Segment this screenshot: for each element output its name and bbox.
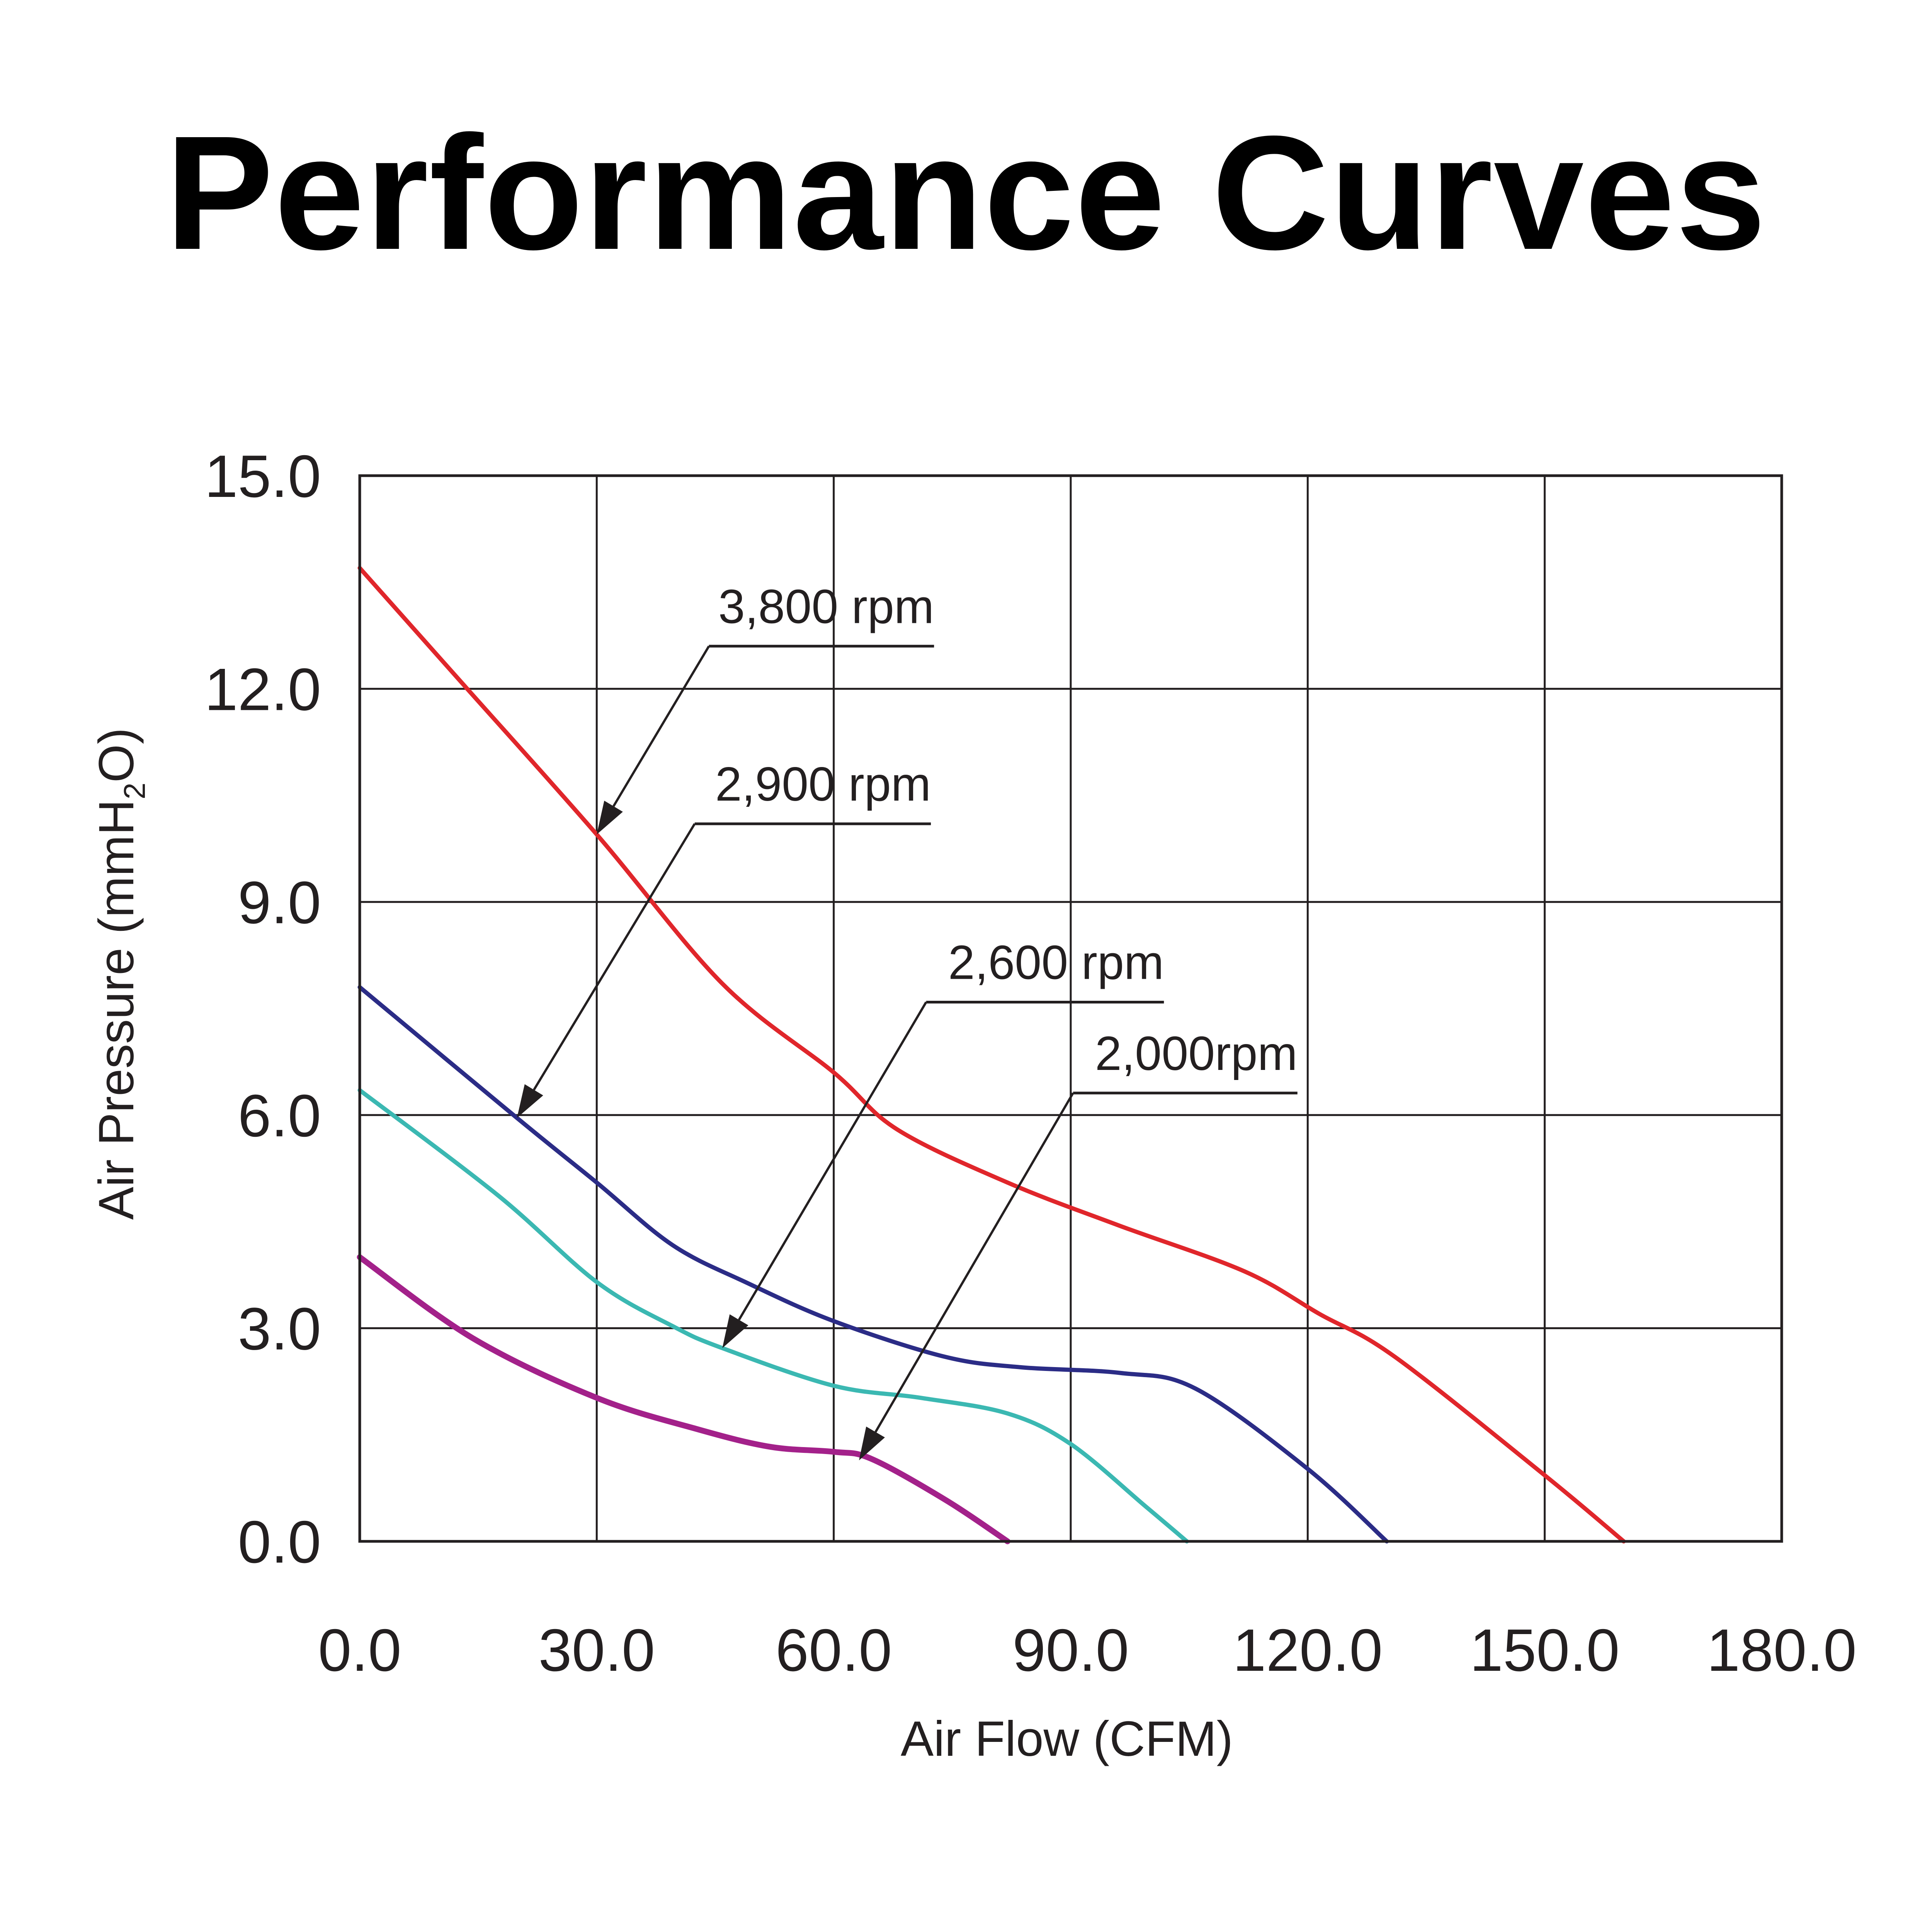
arrowhead-icon [859, 1426, 885, 1461]
x-tick-label: 90.0 [1012, 1617, 1129, 1684]
x-axis-label: Air Flow (CFM) [901, 1711, 1233, 1767]
x-tick-label: 180.0 [1707, 1617, 1857, 1684]
y-tick-label: 0.0 [238, 1509, 321, 1575]
y-tick-label: 9.0 [238, 869, 321, 936]
x-tick-labels: 0.0 30.0 60.0 90.0 120.0 150.0 180.0 [318, 1617, 1857, 1684]
y-axis-label-main: Air Pressure (mmH [89, 799, 144, 1220]
annotation-2: 2,900 rpm [517, 758, 931, 1118]
curves [357, 566, 1626, 1544]
x-tick-label: 150.0 [1470, 1617, 1620, 1684]
y-tick-label: 3.0 [238, 1295, 321, 1362]
annotation-label: 3,800 rpm [718, 580, 934, 633]
annotation-leader [738, 1001, 927, 1321]
grid-lines [359, 474, 1783, 1543]
y-tick-labels: 0.0 3.0 6.0 9.0 12.0 15.0 [204, 443, 321, 1575]
series-line-1 [357, 566, 1626, 1544]
arrowhead-icon [722, 1314, 748, 1348]
y-axis-label-subscript: 2 [117, 782, 151, 799]
y-tick-label: 12.0 [204, 656, 321, 723]
annotation-leader [612, 645, 710, 807]
arrowhead-icon [597, 801, 623, 835]
series-line-4 [357, 1254, 1010, 1544]
y-axis-label: Air Pressure (mmH2O) [89, 728, 151, 1220]
x-tick-label: 120.0 [1233, 1617, 1383, 1684]
series-line-3 [357, 1088, 1189, 1544]
annotation-3: 2,600 rpm [722, 936, 1164, 1348]
arrowhead-icon [517, 1084, 543, 1118]
annotation-label: 2,600 rpm [948, 936, 1164, 989]
y-axis-label-end: O) [89, 728, 144, 782]
annotations: 3,800 rpm 2,900 rpm 2,600 rpm 2,000rpm [517, 580, 1298, 1461]
annotation-4: 2,000rpm [859, 1027, 1298, 1461]
series-line-2 [357, 985, 1389, 1544]
plot-frame [358, 474, 1783, 1543]
annotation-leader [874, 1092, 1074, 1433]
x-tick-label: 30.0 [538, 1617, 655, 1684]
y-tick-label: 15.0 [204, 443, 321, 510]
chart-title: Performance Curves [165, 102, 1767, 284]
annotation-label: 2,000rpm [1095, 1027, 1298, 1080]
x-tick-label: 0.0 [318, 1617, 401, 1684]
annotation-1: 3,800 rpm [597, 580, 934, 835]
annotation-leader [533, 823, 696, 1090]
x-tick-label: 60.0 [776, 1617, 892, 1684]
annotation-label: 2,900 rpm [715, 758, 931, 811]
y-tick-label: 6.0 [238, 1082, 321, 1149]
